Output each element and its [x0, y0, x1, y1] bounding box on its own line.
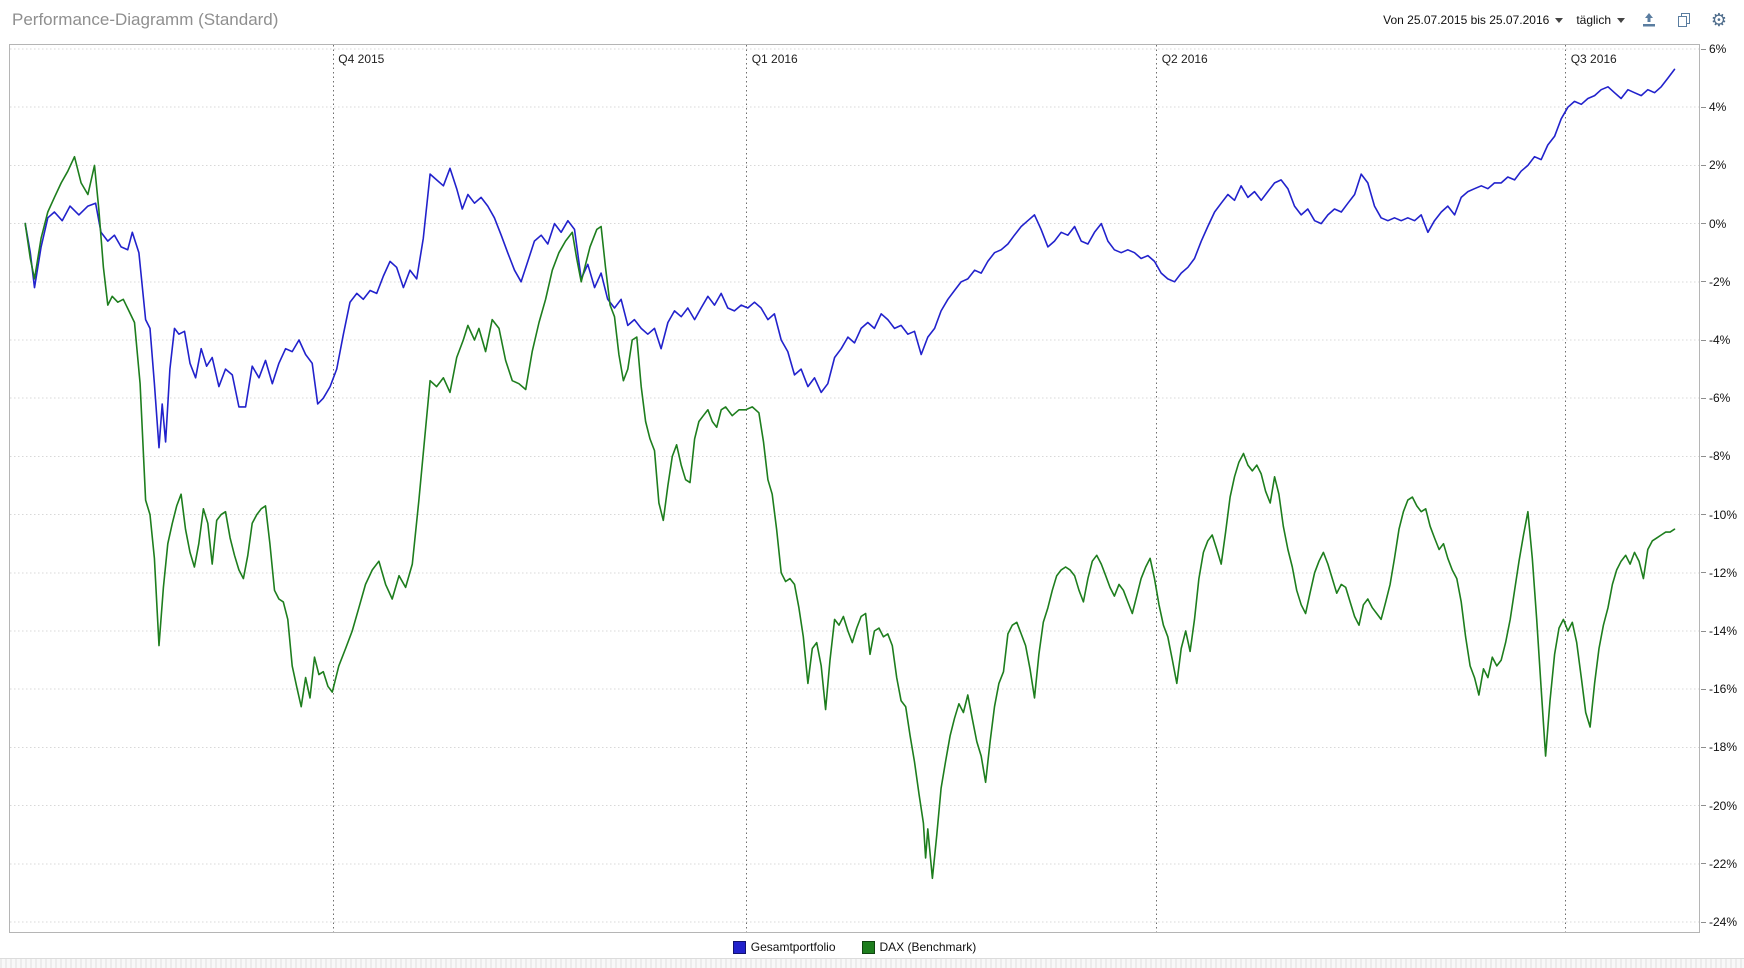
- tick-label-text: -10%: [1709, 507, 1738, 522]
- y-axis-label: 0%: [1701, 217, 1726, 231]
- chart-canvas: Q4 2015 Q1 2016 Q2 2016 Q3 2016: [10, 45, 1699, 932]
- tick-mark: [1701, 455, 1706, 457]
- date-range-label: Von 25.07.2015 bis 25.07.2016: [1383, 13, 1550, 27]
- tick-mark: [1701, 339, 1706, 341]
- tick-label-text: -24%: [1709, 915, 1738, 929]
- tick-mark: [1701, 630, 1706, 632]
- tick-mark: [1701, 805, 1706, 807]
- tick-mark: [1701, 48, 1706, 50]
- y-axis-label: -16%: [1701, 682, 1737, 696]
- series-line-gesamtportfolio: [24, 68, 1676, 449]
- interval-label: täglich: [1576, 13, 1611, 27]
- tick-mark: [1701, 863, 1706, 865]
- y-axis-label: 2%: [1701, 158, 1726, 172]
- y-axis-label: 6%: [1701, 42, 1726, 56]
- y-axis-label: -22%: [1701, 857, 1737, 871]
- export-icon: [1643, 13, 1655, 27]
- series-line-dax-benchmark: [24, 155, 1676, 880]
- y-axis-label: -20%: [1701, 799, 1737, 813]
- bottom-scrollbar[interactable]: [0, 958, 1744, 968]
- quarter-label: Q2 2016: [1162, 52, 1208, 66]
- tick-label-text: -22%: [1709, 856, 1738, 871]
- tick-mark: [1701, 746, 1706, 748]
- legend-label: Gesamtportfolio: [750, 940, 836, 954]
- export-button[interactable]: [1638, 9, 1660, 31]
- y-axis-label: -4%: [1701, 333, 1730, 347]
- chart-legend: Gesamtportfolio DAX (Benchmark): [9, 940, 1700, 954]
- y-axis-label: -2%: [1701, 275, 1730, 289]
- chevron-down-icon: [1617, 17, 1625, 23]
- tick-label-text: -8%: [1709, 449, 1731, 464]
- quarter-label: Q4 2015: [338, 52, 384, 66]
- y-axis-label: -12%: [1701, 566, 1737, 580]
- page-title: Performance-Diagramm (Standard): [12, 10, 279, 29]
- tick-label-text: -14%: [1709, 624, 1738, 638]
- tick-mark: [1701, 164, 1706, 166]
- tick-label-text: -6%: [1709, 391, 1731, 406]
- toolbar: Von 25.07.2015 bis 25.07.2016 täglich ⚙: [1383, 9, 1730, 31]
- legend-item-dax-benchmark[interactable]: DAX (Benchmark): [861, 940, 977, 954]
- tick-label-text: 4%: [1709, 100, 1727, 115]
- legend-swatch: [861, 940, 875, 954]
- copy-button[interactable]: [1673, 9, 1695, 31]
- gear-icon: ⚙: [1710, 10, 1728, 30]
- y-axis-label: -14%: [1701, 624, 1737, 638]
- tick-label-text: -18%: [1709, 740, 1738, 755]
- legend-swatch: [732, 940, 746, 954]
- tick-mark: [1701, 106, 1706, 108]
- tick-mark: [1701, 921, 1706, 923]
- copy-icon: [1678, 13, 1690, 27]
- y-axis-label: -6%: [1701, 391, 1730, 405]
- y-axis-label: -10%: [1701, 508, 1737, 522]
- tick-mark: [1701, 572, 1706, 574]
- tick-mark: [1701, 223, 1706, 225]
- chart-plot[interactable]: Q4 2015 Q1 2016 Q2 2016 Q3 2016: [9, 44, 1700, 933]
- date-range-control[interactable]: Von 25.07.2015 bis 25.07.2016: [1383, 13, 1564, 27]
- tick-mark: [1701, 397, 1706, 399]
- y-axis-label: -8%: [1701, 449, 1730, 463]
- tick-label-text: 0%: [1709, 216, 1727, 231]
- y-axis-label: -18%: [1701, 740, 1737, 754]
- tick-mark: [1701, 688, 1706, 690]
- interval-control[interactable]: täglich: [1576, 13, 1625, 27]
- tick-label-text: -16%: [1709, 682, 1738, 697]
- quarter-label: Q1 2016: [752, 52, 798, 66]
- legend-item-gesamtportfolio[interactable]: Gesamtportfolio: [732, 940, 836, 954]
- tick-label-text: -2%: [1709, 274, 1731, 289]
- y-axis-label: 4%: [1701, 100, 1726, 114]
- y-axis: 6% 4% 2% 0% -2% -4% -6% -8% -10% -12% -14% -16% -18%…: [1701, 0, 1744, 968]
- tick-mark: [1701, 514, 1706, 516]
- quarter-label: Q3 2016: [1571, 52, 1617, 66]
- tick-label-text: -20%: [1709, 798, 1738, 813]
- tick-label-text: -4%: [1709, 333, 1731, 347]
- y-axis-label: -24%: [1701, 915, 1737, 929]
- tick-label-text: 2%: [1709, 158, 1727, 173]
- header: Performance-Diagramm (Standard) Von 25.0…: [0, 0, 1744, 40]
- tick-label-text: 6%: [1709, 42, 1727, 56]
- tick-label-text: -12%: [1709, 565, 1738, 580]
- tick-mark: [1701, 281, 1706, 283]
- settings-button[interactable]: ⚙: [1708, 9, 1730, 31]
- chevron-down-icon: [1555, 17, 1564, 23]
- legend-label: DAX (Benchmark): [879, 940, 977, 954]
